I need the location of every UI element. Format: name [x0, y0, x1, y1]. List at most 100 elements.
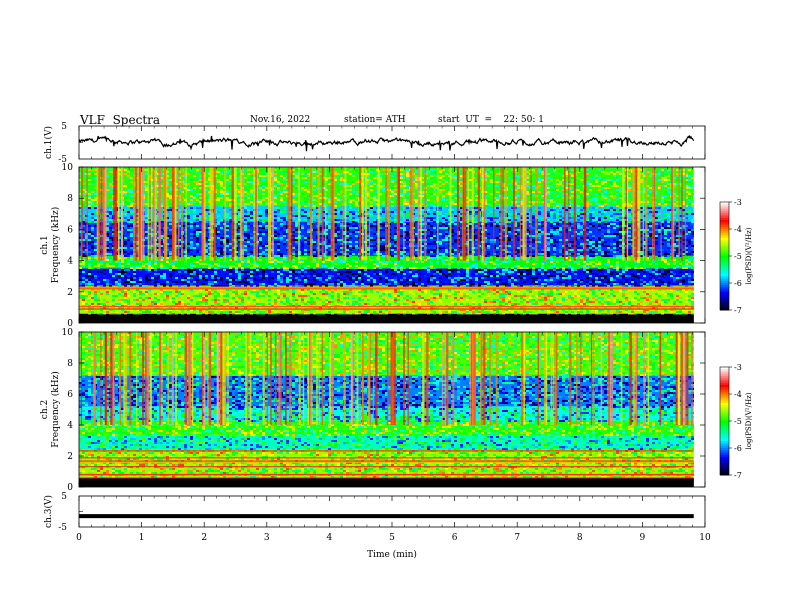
spectrogram-cell: [577, 185, 580, 187]
spectrogram-cell: [643, 173, 646, 175]
spectrogram-cell: [658, 229, 661, 231]
spectrogram-cell: [610, 201, 613, 203]
spectrogram-cell: [595, 219, 598, 221]
spectrogram-cell: [556, 183, 559, 185]
spectrogram-cell: [526, 183, 529, 185]
spectrogram-cell: [373, 245, 376, 247]
spectrogram-cell: [628, 231, 631, 233]
spectrogram-cell: [619, 241, 622, 243]
spectrogram-cell: [520, 227, 523, 229]
spectrogram-cell: [556, 173, 559, 175]
spectrogram-cell: [340, 195, 343, 197]
spectrogram-cell: [250, 225, 253, 227]
spectrogram-cell: [169, 181, 172, 183]
spectrogram-cell: [571, 215, 574, 217]
spectrogram-cell: [451, 203, 454, 205]
spectrogram-cell: [94, 193, 97, 195]
spectrogram-cell: [556, 241, 559, 243]
spectrogram-cell: [508, 231, 511, 233]
spectrogram-cell: [475, 237, 478, 239]
spectrogram-cell: [589, 201, 592, 203]
spectrogram-cell: [295, 231, 298, 233]
spectrogram-cell: [451, 199, 454, 201]
spectrogram-cell: [553, 223, 556, 225]
spectrogram-cell: [196, 207, 199, 209]
spectrogram-cell: [571, 185, 574, 187]
spectrogram-cell: [328, 201, 331, 203]
spectrogram-cell: [538, 237, 541, 239]
spectrogram-cell: [628, 219, 631, 221]
spectrogram-cell: [643, 239, 646, 241]
spectrogram-cell: [343, 253, 346, 255]
spectrogram-cell: [430, 169, 433, 171]
spectrogram-cell: [451, 221, 454, 223]
spectrogram-cell: [649, 207, 652, 209]
spectrogram-cell: [580, 211, 583, 213]
spectrogram-cell: [394, 213, 397, 215]
spectrogram-cell: [328, 217, 331, 219]
spectrogram-cell: [349, 253, 352, 255]
spectrogram-cell: [370, 237, 373, 239]
spectrogram-cell: [484, 237, 487, 239]
spectrogram-cell: [493, 223, 496, 225]
spectrogram-cell: [334, 205, 337, 207]
spectrogram-cell: [508, 251, 511, 253]
spectrogram-cell: [88, 171, 91, 173]
spectrogram-cell: [658, 187, 661, 189]
spectrogram-cell: [430, 227, 433, 229]
spectrogram-cell: [604, 195, 607, 197]
spectrogram-cell: [442, 169, 445, 171]
spectrogram-cell: [238, 199, 241, 201]
spectrogram-cell: [196, 233, 199, 235]
spectrogram-cell: [655, 185, 658, 187]
spectrogram-cell: [244, 225, 247, 227]
spectrogram-cell: [418, 179, 421, 181]
spectrogram-cell: [547, 243, 550, 245]
spectrogram-cell: [349, 227, 352, 229]
spectrogram-cell: [559, 221, 562, 223]
spectrogram-cell: [82, 183, 85, 185]
spectrogram-cell: [190, 177, 193, 179]
spectrogram-cell: [403, 201, 406, 203]
spectrogram-cell: [334, 171, 337, 173]
spectrogram-cell: [130, 239, 133, 241]
spectrogram-cell: [79, 171, 82, 173]
spectrogram-cell: [589, 183, 592, 185]
spectrogram-cell: [487, 251, 490, 253]
spectrogram-cell: [88, 205, 91, 207]
spectrogram-cell: [664, 171, 667, 173]
spectrogram-cell: [352, 183, 355, 185]
spectrogram-cell: [448, 203, 451, 205]
spectrogram-cell: [391, 193, 394, 195]
spectrogram-cell: [685, 205, 688, 207]
spectrogram-cell: [238, 223, 241, 225]
spectrogram-cell: [88, 183, 91, 185]
spectrogram-cell: [373, 191, 376, 193]
spectrogram-cell: [130, 181, 133, 183]
spectrogram-cell: [430, 175, 433, 177]
spectrogram-cell: [652, 183, 655, 185]
spectrogram-cell: [244, 173, 247, 175]
spectrogram-cell: [325, 185, 328, 187]
spectrogram-cell: [265, 187, 268, 189]
spectrogram-cell: [205, 229, 208, 231]
spectrogram-cell: [91, 217, 94, 219]
spectrogram-cell: [616, 233, 619, 235]
spectrogram-cell: [439, 171, 442, 173]
spectrogram-cell: [187, 223, 190, 225]
spectrogram-cell: [520, 217, 523, 219]
spectrogram-cell: [301, 227, 304, 229]
spectrogram-cell: [247, 223, 250, 225]
spectrogram-cell: [580, 191, 583, 193]
spectrogram-cell: [652, 169, 655, 171]
spectrogram-cell: [613, 213, 616, 215]
spectrogram-cell: [619, 247, 622, 249]
spectrogram-cell: [451, 209, 454, 211]
spectrogram-cell: [394, 251, 397, 253]
spectrogram-cell: [292, 247, 295, 249]
spectrogram-cell: [250, 193, 253, 195]
spectrogram-cell: [343, 195, 346, 197]
spectrogram-cell: [349, 193, 352, 195]
spectrogram-cell: [88, 231, 91, 233]
spectrogram-cell: [400, 179, 403, 181]
